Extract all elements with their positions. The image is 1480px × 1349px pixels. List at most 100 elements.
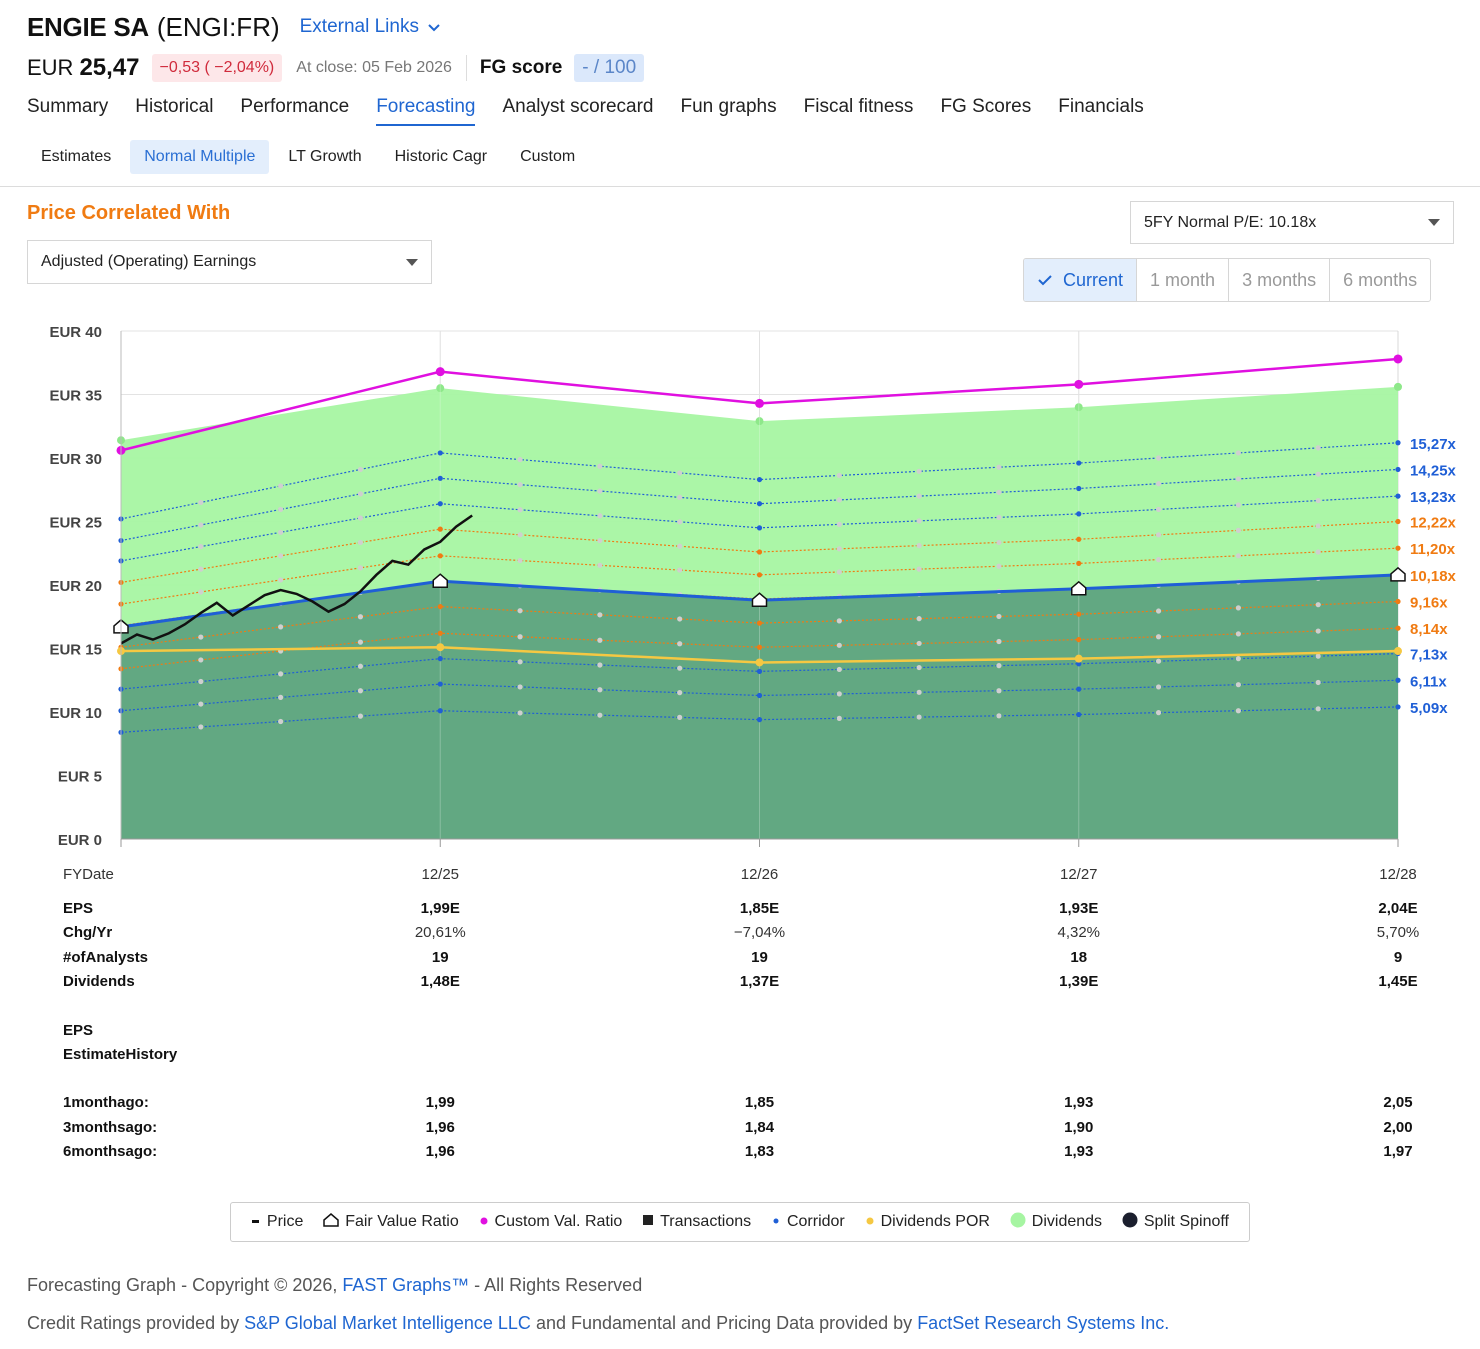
row-label: 1monthago:: [63, 1094, 149, 1111]
corridor-point: [756, 525, 763, 531]
table-cell: 12/25: [421, 866, 460, 883]
corridor-dot: [597, 488, 603, 494]
legend-label: Transactions: [660, 1213, 752, 1230]
corridor-point: [756, 620, 763, 626]
corridor-dot: [836, 546, 842, 552]
legend-custom-val-ratio[interactable]: Custom Val. Ratio: [479, 1213, 623, 1231]
corridor-point: [756, 717, 763, 723]
corridor-point: [1076, 485, 1082, 492]
corridor-dot: [278, 624, 284, 630]
legend-dividends-por[interactable]: Dividends POR: [865, 1213, 990, 1231]
custom-val-point: [1393, 354, 1403, 364]
period-label: 6 months: [1343, 269, 1418, 290]
fastgraphs-link[interactable]: FAST Graphs™: [342, 1275, 470, 1295]
corridor-dot: [916, 566, 922, 572]
row-label: EPS: [63, 1022, 94, 1039]
table-cell: 1,85E: [739, 900, 780, 917]
table-cell: 20,61%: [414, 924, 466, 941]
table-cell: 9: [1393, 949, 1403, 966]
legend-label: Price: [266, 1213, 304, 1230]
tab-financials[interactable]: Financials: [1058, 96, 1144, 117]
period-6-months[interactable]: 6 months: [1329, 259, 1430, 301]
legend-fair-value-ratio[interactable]: Fair Value Ratio: [323, 1212, 459, 1232]
caret-down-icon: [406, 258, 418, 266]
fair-value-marker: [1071, 580, 1087, 596]
legend-price[interactable]: Price: [251, 1213, 303, 1231]
legend-label: Custom Val. Ratio: [494, 1213, 623, 1230]
subtab-historic-cagr[interactable]: Historic Cagr: [394, 148, 488, 165]
corridor-dot: [1315, 602, 1321, 608]
table-cell: 2,00: [1383, 1119, 1413, 1136]
corridor-dot: [517, 507, 523, 513]
corridor-point: [437, 603, 443, 610]
corridor-dot: [1155, 557, 1162, 563]
subtab-custom[interactable]: Custom: [520, 148, 576, 165]
factset-link[interactable]: FactSet Research Systems Inc.: [917, 1313, 1170, 1333]
corridor-dot: [996, 563, 1002, 569]
corridor-dot: [1315, 706, 1321, 712]
pe-select[interactable]: 5FY Normal P/E: 10.18x: [1130, 201, 1454, 244]
external-links-button[interactable]: External Links: [300, 16, 441, 38]
history-title-row: EPS: [0, 1022, 1480, 1044]
corridor-dot: [198, 724, 204, 730]
period-1-month[interactable]: 1 month: [1136, 259, 1228, 301]
corridor-dot: [916, 543, 922, 549]
period-current[interactable]: Current: [1024, 259, 1137, 301]
corridor-dot: [597, 637, 603, 643]
corridor-dot: [198, 678, 204, 685]
table-cell: 1,84: [744, 1119, 775, 1136]
subtab-normal-multiple[interactable]: Normal Multiple: [130, 140, 270, 174]
external-links-label: External Links: [299, 16, 419, 37]
corridor-dot: [278, 718, 284, 725]
legend-corridor[interactable]: Corridor: [771, 1213, 845, 1231]
table-cell: 1,37E: [739, 973, 780, 990]
corridor-dot: [836, 497, 842, 503]
tab-forecasting[interactable]: Forecasting: [376, 96, 476, 126]
table-cell: 18: [1070, 949, 1088, 966]
custom-val-point: [755, 398, 764, 408]
header: ENGIE SA (ENGI:FR) External Links: [27, 10, 441, 44]
dividends-por-point: [436, 643, 445, 652]
corridor-dot: [916, 493, 922, 499]
pe-select-value: 5FY Normal P/E: 10.18x: [1144, 213, 1317, 231]
corridor-dot: [1235, 502, 1241, 508]
corridor-point: [1395, 704, 1401, 710]
table-cell: 1,48E: [420, 973, 460, 990]
corridor-label: 10,18x: [1410, 568, 1457, 585]
y-tick-label: EUR 5: [58, 769, 102, 786]
corridor-dot: [517, 634, 523, 640]
legend-transactions[interactable]: Transactions: [642, 1213, 751, 1231]
forecast-chart: 15,27x 14,25x 13,23x 12,22x 11,20x 10,18x 9,16…: [49, 324, 1457, 849]
corridor-dot: [357, 713, 364, 719]
corridor-dot: [357, 515, 364, 521]
tab-fg-scores[interactable]: FG Scores: [940, 96, 1032, 117]
subtab-lt-growth[interactable]: LT Growth: [288, 148, 362, 165]
tab-analyst-scorecard[interactable]: Analyst scorecard: [502, 96, 654, 117]
tab-summary[interactable]: Summary: [27, 96, 109, 117]
legend-symbol-icon: [479, 1213, 489, 1231]
corridor-dot: [916, 714, 922, 720]
tab-fiscal-fitness[interactable]: Fiscal fitness: [803, 96, 914, 117]
corridor-dot: [357, 614, 364, 620]
period-3-months[interactable]: 3 months: [1228, 259, 1329, 301]
legend-split-spinoff[interactable]: Split Spinoff: [1122, 1212, 1229, 1233]
divider: [465, 55, 467, 81]
row-label: FYDate: [63, 866, 114, 883]
history-row: 6monthsago: 1,96 1,83 1,93 1,97: [0, 1143, 1480, 1165]
corridor-point: [1395, 677, 1401, 683]
corridor-point: [437, 475, 443, 481]
corridor-point: [437, 553, 443, 559]
subtab-estimates[interactable]: Estimates: [41, 148, 112, 165]
dividends-area-point: [1074, 403, 1083, 412]
legend-dividends[interactable]: Dividends: [1010, 1212, 1102, 1233]
tab-historical[interactable]: Historical: [135, 96, 214, 117]
table-cell: 2,05: [1383, 1094, 1413, 1111]
sp-global-link[interactable]: S&P Global Market Intelligence LLC: [244, 1313, 531, 1333]
tab-fun-graphs[interactable]: Fun graphs: [680, 96, 777, 117]
tab-performance[interactable]: Performance: [240, 96, 350, 117]
corridor-dot: [836, 691, 842, 697]
table-cell: 4,32%: [1057, 924, 1101, 941]
row-label: EstimateHistory: [63, 1046, 178, 1063]
legend-label: Split Spinoff: [1143, 1213, 1229, 1230]
earnings-select[interactable]: Adjusted (Operating) Earnings: [27, 240, 432, 284]
